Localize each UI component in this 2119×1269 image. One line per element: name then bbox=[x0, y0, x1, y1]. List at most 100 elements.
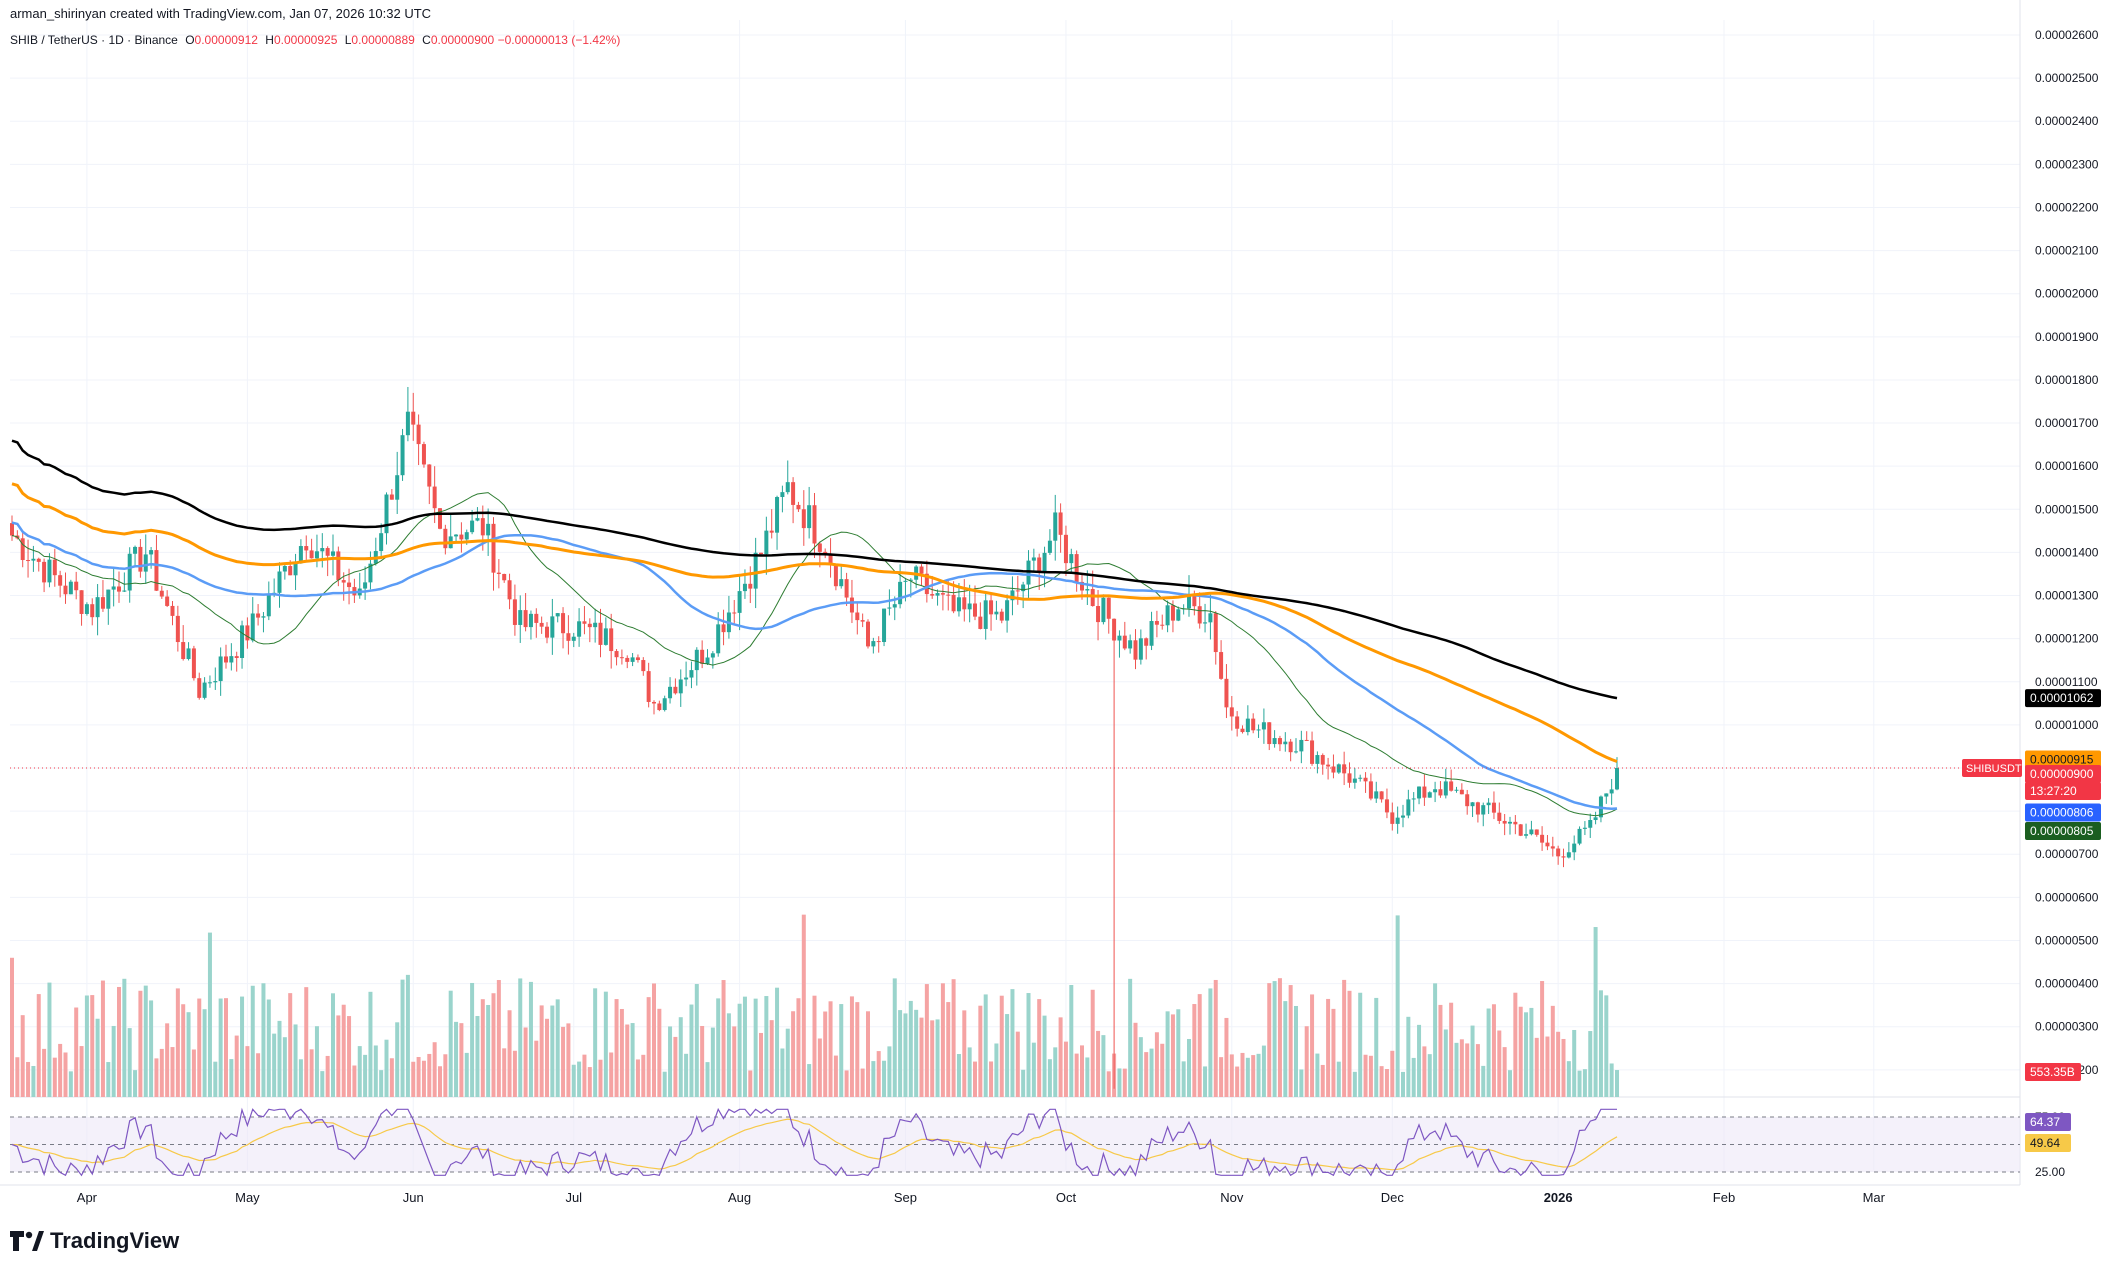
volume-bar bbox=[1197, 994, 1202, 1097]
volume-bar bbox=[106, 1062, 111, 1097]
volume-bar bbox=[405, 974, 410, 1097]
candle-body bbox=[898, 581, 903, 605]
price-tick-label: 0.00001400 bbox=[2035, 545, 2099, 559]
volume-bar bbox=[940, 983, 945, 1097]
volume-bar bbox=[973, 1061, 977, 1097]
candle-body bbox=[443, 528, 448, 549]
candle-body bbox=[1454, 789, 1459, 791]
candle-body bbox=[1128, 640, 1133, 649]
candle-body bbox=[561, 613, 566, 634]
volume-bar bbox=[459, 1023, 464, 1097]
symbol-name: SHIB / TetherUS · 1D · Binance bbox=[10, 33, 178, 47]
volume-bar bbox=[598, 1059, 603, 1097]
volume-bar bbox=[1080, 1045, 1084, 1097]
volume-bar bbox=[732, 1026, 737, 1097]
candle-body bbox=[1069, 554, 1074, 564]
rsi-ma-tag-bg bbox=[2025, 1134, 2071, 1152]
countdown-tag: 13:27:20 bbox=[2025, 781, 2101, 800]
candle-body bbox=[946, 594, 951, 596]
candle-body bbox=[871, 641, 876, 647]
volume-bar bbox=[657, 1008, 662, 1097]
open-value: 0.00000912 bbox=[194, 33, 258, 47]
volume-bar bbox=[320, 1071, 325, 1097]
volume-bar bbox=[175, 988, 180, 1097]
time-tick-label: Feb bbox=[1713, 1190, 1735, 1205]
time-axis[interactable]: Apr May Jun Jul Aug Sep Oct Nov Dec 2026 Feb Mar bbox=[77, 1190, 1886, 1205]
candle-body bbox=[609, 628, 614, 652]
volume-bar bbox=[1229, 1054, 1234, 1097]
price-tick-label: 0.00000400 bbox=[2035, 977, 2099, 991]
price-tick-label: 0.00001200 bbox=[2035, 632, 2099, 646]
candle-body bbox=[1534, 829, 1539, 835]
volume-bar bbox=[245, 1046, 250, 1097]
volume-bar bbox=[550, 1005, 555, 1097]
tradingview-logo: TradingView bbox=[10, 1228, 179, 1254]
volume-bar bbox=[1240, 1052, 1245, 1097]
candle-body bbox=[143, 554, 148, 572]
candle-body bbox=[496, 572, 501, 574]
volume-bar bbox=[1550, 1005, 1555, 1097]
candle-body bbox=[421, 444, 426, 465]
candle-body bbox=[52, 559, 57, 576]
moving-average-line bbox=[11, 521, 1618, 811]
volume-bar bbox=[1352, 1071, 1357, 1097]
candle-body bbox=[534, 613, 539, 623]
volume-bar bbox=[748, 1070, 753, 1097]
candle-body bbox=[202, 682, 207, 698]
volume-bar bbox=[1208, 988, 1213, 1097]
rsi-ma-tag-text: 49.64 bbox=[2030, 1136, 2060, 1150]
volume-bar bbox=[63, 1052, 68, 1097]
candle-body bbox=[1058, 512, 1063, 535]
volume-bar bbox=[379, 1070, 384, 1097]
candle-body bbox=[149, 550, 154, 555]
candle-body bbox=[309, 550, 314, 559]
volume-bar bbox=[491, 993, 496, 1097]
volume-bar bbox=[229, 1059, 234, 1097]
volume-bar bbox=[1427, 1054, 1432, 1097]
price-tick-label: 0.00001800 bbox=[2035, 373, 2099, 387]
volume-bar bbox=[807, 1064, 812, 1097]
volume-bar bbox=[90, 995, 95, 1097]
candle-body bbox=[1368, 781, 1373, 799]
candle-body bbox=[42, 561, 47, 583]
candle-body bbox=[882, 608, 887, 643]
rsi-line bbox=[11, 1107, 1617, 1178]
candle-body bbox=[384, 494, 389, 534]
volume-bar bbox=[1106, 1071, 1111, 1097]
price-tick-label: 0.00001300 bbox=[2035, 589, 2099, 603]
candle-body bbox=[31, 558, 36, 561]
price-tick-label: 0.00001100 bbox=[2035, 675, 2098, 689]
ma100-tag-bg bbox=[2025, 750, 2101, 769]
candle-body bbox=[1251, 718, 1256, 731]
volume-bar bbox=[528, 981, 533, 1097]
candle-body bbox=[662, 698, 667, 711]
volume-bar bbox=[325, 1055, 330, 1097]
volume-bar bbox=[1069, 984, 1074, 1097]
volume-bar bbox=[833, 1055, 838, 1097]
ma100-tag: 0.00000915 bbox=[2025, 750, 2101, 769]
candle-body bbox=[1427, 792, 1432, 798]
tradingview-logo-icon bbox=[10, 1231, 44, 1251]
candle-body bbox=[684, 677, 689, 680]
volume-bar bbox=[1513, 992, 1518, 1097]
candle-body bbox=[1053, 512, 1058, 541]
high-value: 0.00000925 bbox=[273, 33, 338, 47]
symbol-legend: SHIB / TetherUS · 1D · Binance O0.000009… bbox=[10, 33, 620, 47]
volume-bar bbox=[1497, 1030, 1502, 1097]
volume-bar bbox=[347, 1016, 352, 1097]
volume-bar bbox=[1566, 1061, 1571, 1097]
volume-bar bbox=[1037, 999, 1042, 1097]
candle-body bbox=[1149, 621, 1154, 646]
volume-bar bbox=[994, 1043, 999, 1097]
candle-body bbox=[1497, 812, 1502, 821]
candle-body bbox=[63, 585, 68, 595]
candle-body bbox=[1449, 781, 1454, 791]
ma200-tag-bg bbox=[2025, 689, 2101, 708]
volume-bar bbox=[1401, 1071, 1405, 1097]
volume-bar bbox=[486, 1004, 491, 1097]
price-tick-label: 0.00002100 bbox=[2035, 244, 2099, 258]
volume-bar bbox=[1545, 1036, 1550, 1097]
volume-bar bbox=[1251, 1055, 1256, 1097]
candle-body bbox=[1401, 815, 1405, 818]
